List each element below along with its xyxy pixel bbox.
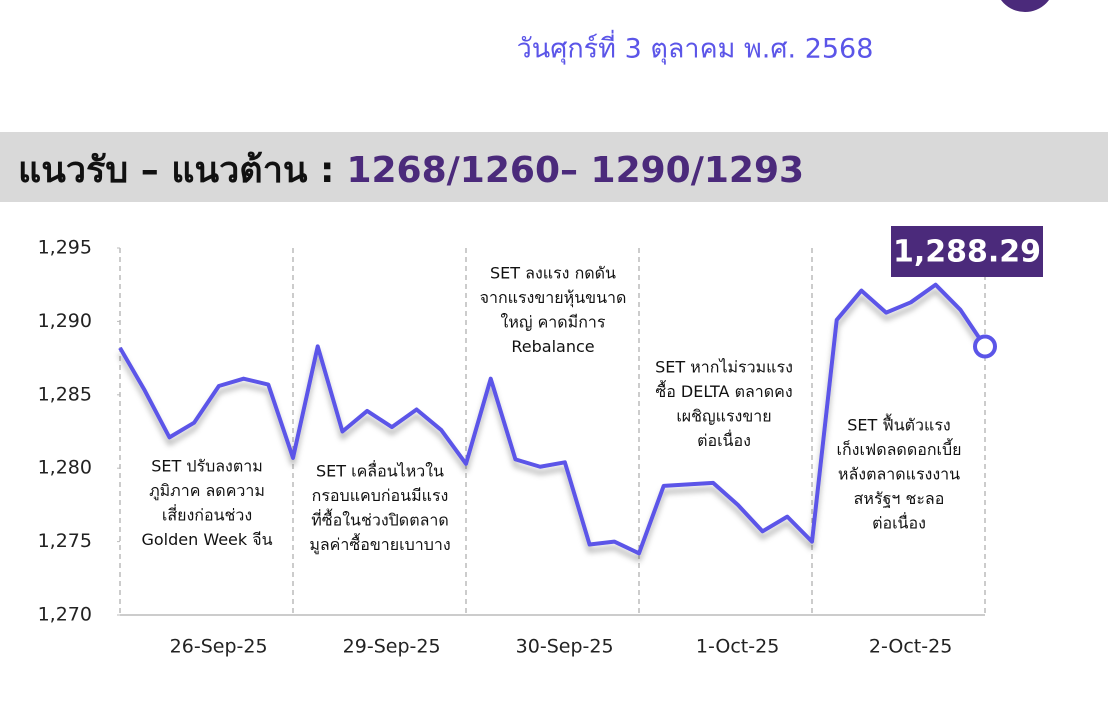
y-tick-label: 1,295: [38, 237, 92, 259]
x-tick-label: 1-Oct-25: [696, 636, 779, 658]
x-tick-label: 26-Sep-25: [170, 636, 268, 658]
annotation: กรอบแคบก่อนมีแรง: [312, 486, 449, 505]
date-text: วันศุกร์ที่ 3 ตุลาคม พ.ศ. 2568: [517, 30, 874, 66]
annotation: ใหญ่ คาดมีการ: [501, 313, 606, 332]
y-tick-label: 1,275: [38, 530, 92, 552]
annotation: SET ฟื้นตัวแรง: [847, 414, 950, 435]
annotation: ที่ซื้อในช่วงปิดตลาด: [311, 509, 449, 530]
annotation: สหรัฐฯ ชะลอ: [854, 489, 945, 508]
annotation: เผชิญแรงขาย: [676, 407, 771, 426]
annotation: เก็งเฟดลดดอกเบี้ย: [836, 438, 961, 459]
annotation: Golden Week จีน: [141, 530, 272, 549]
price-line: [118, 282, 987, 556]
annotation: ซื้อ DELTA ตลาดคง: [655, 380, 792, 401]
annotation: มูลค่าซื้อขายเบาบาง: [309, 533, 450, 555]
annotation: ต่อเนื่อง: [872, 512, 926, 533]
annotation: SET เคลื่อนไหวใน: [316, 460, 444, 481]
annotation: จากแรงขายหุ้นขนาด: [480, 288, 627, 308]
heading-band: [0, 132, 1108, 202]
x-tick-label: 2-Oct-25: [869, 636, 952, 658]
value-label: 1,288.29: [893, 235, 1041, 270]
x-tick-label: 30-Sep-25: [516, 636, 614, 658]
y-tick-label: 1,290: [38, 310, 92, 332]
annotation: Rebalance: [511, 337, 594, 356]
heading-levels: 1268/1260– 1290/1293: [346, 150, 804, 191]
y-tick-label: 1,280: [38, 457, 92, 479]
x-tick-label: 29-Sep-25: [343, 636, 441, 658]
annotation: SET ลงแรง กดดัน: [490, 264, 616, 283]
annotation: SET หากไม่รวมแรง: [655, 358, 793, 377]
annotation: SET ปรับลงตาม: [151, 457, 263, 476]
value-label-box: [891, 226, 1043, 277]
last-point: [973, 334, 997, 359]
y-tick-label: 1,270: [38, 604, 92, 626]
logo-circle: [1001, 0, 1049, 12]
annotation: เสี่ยงก่อนช่วง: [162, 504, 252, 525]
annotation: ต่อเนื่อง: [697, 429, 751, 450]
heading: แนวรับ – แนวต้าน :: [18, 150, 334, 191]
y-tick-label: 1,285: [38, 383, 92, 405]
annotation: ภูมิภาค ลดความ: [149, 481, 265, 501]
annotation: หลังตลาดแรงงาน: [838, 465, 960, 484]
